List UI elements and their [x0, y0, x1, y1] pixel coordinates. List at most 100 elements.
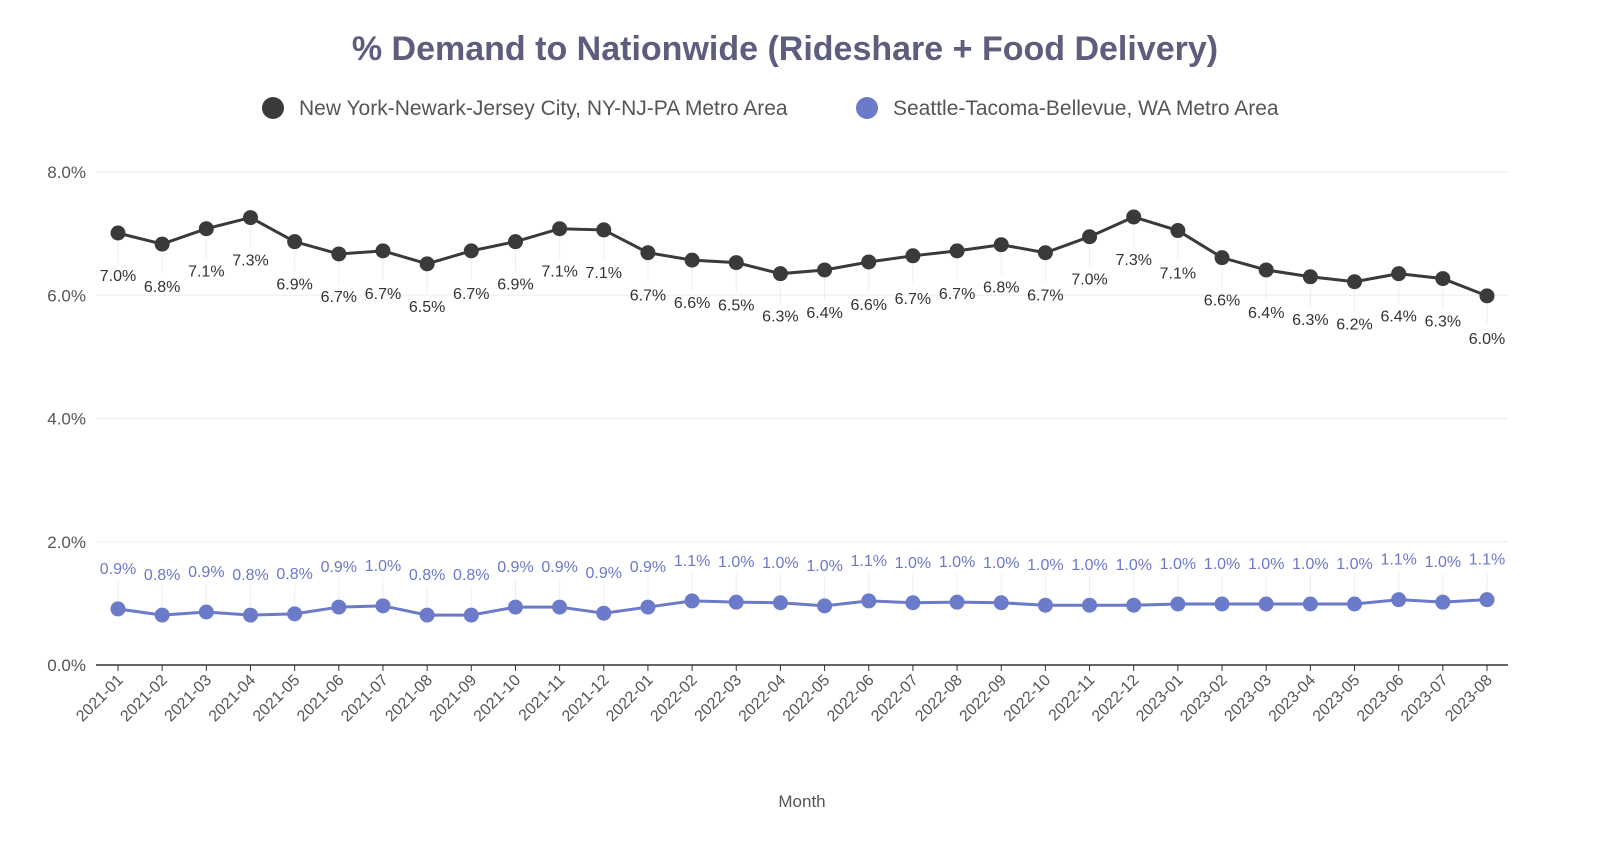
data-label: 6.5% — [718, 298, 754, 315]
data-label: 1.1% — [1469, 552, 1505, 569]
y-tick-label: 2.0% — [47, 533, 86, 552]
data-label: 6.9% — [497, 277, 533, 294]
data-label: 0.9% — [586, 565, 622, 582]
legend-item-new-york[interactable]: New York-Newark-Jersey City, NY-NJ-PA Me… — [262, 97, 788, 120]
data-label: 1.1% — [851, 553, 887, 570]
data-point[interactable] — [1082, 229, 1098, 245]
data-point[interactable] — [1302, 596, 1318, 612]
data-point[interactable] — [419, 256, 435, 272]
data-point[interactable] — [1082, 597, 1098, 613]
data-label: 0.8% — [453, 567, 489, 584]
data-point[interactable] — [1435, 271, 1451, 287]
data-label: 1.0% — [1248, 556, 1284, 573]
data-point[interactable] — [287, 606, 303, 622]
data-label: 1.0% — [1425, 554, 1461, 571]
data-point[interactable] — [375, 243, 391, 259]
data-point[interactable] — [640, 599, 656, 615]
data-point[interactable] — [596, 222, 612, 238]
x-tick-label: 2021-05 — [250, 672, 304, 726]
data-point[interactable] — [861, 593, 877, 609]
data-point[interactable] — [552, 599, 568, 615]
data-point[interactable] — [331, 599, 347, 615]
data-label: 6.3% — [762, 309, 798, 326]
data-point[interactable] — [1347, 596, 1363, 612]
data-point[interactable] — [1126, 209, 1142, 225]
data-point[interactable] — [1479, 288, 1495, 304]
legend-item-seattle[interactable]: Seattle-Tacoma-Bellevue, WA Metro Area — [856, 97, 1279, 120]
data-label: 7.0% — [100, 268, 136, 285]
data-point[interactable] — [1037, 245, 1053, 261]
legend-label-new-york: New York-Newark-Jersey City, NY-NJ-PA Me… — [299, 97, 788, 120]
data-point[interactable] — [772, 266, 788, 282]
data-point[interactable] — [507, 599, 523, 615]
data-point[interactable] — [110, 601, 126, 617]
data-point[interactable] — [640, 245, 656, 261]
legend-label-seattle: Seattle-Tacoma-Bellevue, WA Metro Area — [893, 97, 1279, 120]
data-point[interactable] — [552, 221, 568, 237]
data-point[interactable] — [331, 246, 347, 262]
data-point[interactable] — [287, 234, 303, 250]
data-point[interactable] — [110, 225, 126, 241]
x-tick-label: 2022-01 — [603, 672, 657, 726]
data-point[interactable] — [684, 252, 700, 268]
data-point[interactable] — [242, 607, 258, 623]
data-point[interactable] — [1126, 597, 1142, 613]
data-point[interactable] — [993, 237, 1009, 253]
data-label: 7.1% — [541, 264, 577, 281]
data-label: 0.8% — [144, 567, 180, 584]
x-tick-label: 2021-08 — [382, 672, 436, 726]
data-point[interactable] — [1391, 266, 1407, 282]
data-point[interactable] — [817, 262, 833, 278]
data-label: 1.0% — [718, 554, 754, 571]
data-point[interactable] — [154, 236, 170, 252]
data-label: 6.3% — [1292, 312, 1328, 329]
data-point[interactable] — [684, 593, 700, 609]
data-point[interactable] — [1347, 274, 1363, 290]
legend-marker-seattle — [856, 97, 878, 119]
data-point[interactable] — [242, 210, 258, 226]
data-point[interactable] — [419, 607, 435, 623]
data-point[interactable] — [1170, 223, 1186, 239]
data-point[interactable] — [198, 221, 214, 237]
data-point[interactable] — [1214, 596, 1230, 612]
data-label: 0.9% — [497, 559, 533, 576]
data-point[interactable] — [949, 243, 965, 259]
data-point[interactable] — [905, 595, 921, 611]
data-point[interactable] — [1258, 262, 1274, 278]
data-point[interactable] — [728, 255, 744, 271]
data-point[interactable] — [817, 598, 833, 614]
data-point[interactable] — [1214, 250, 1230, 266]
data-point[interactable] — [198, 604, 214, 620]
data-point[interactable] — [861, 254, 877, 270]
y-tick-label: 0.0% — [47, 656, 86, 675]
x-tick-label: 2021-10 — [471, 672, 525, 726]
data-point[interactable] — [1037, 597, 1053, 613]
data-point[interactable] — [507, 234, 523, 250]
x-tick-label: 2022-06 — [824, 672, 878, 726]
data-point[interactable] — [154, 607, 170, 623]
data-label: 1.0% — [895, 555, 931, 572]
data-point[interactable] — [1302, 269, 1318, 285]
data-point[interactable] — [772, 595, 788, 611]
data-point[interactable] — [596, 605, 612, 621]
data-point[interactable] — [1391, 592, 1407, 608]
data-label: 6.6% — [674, 295, 710, 312]
data-point[interactable] — [905, 248, 921, 264]
data-label: 6.8% — [983, 280, 1019, 297]
data-point[interactable] — [1435, 594, 1451, 610]
data-point[interactable] — [1170, 596, 1186, 612]
data-label: 1.0% — [1292, 556, 1328, 573]
series-line — [117, 598, 1488, 617]
data-point[interactable] — [463, 243, 479, 259]
data-point[interactable] — [993, 595, 1009, 611]
data-point[interactable] — [1479, 592, 1495, 608]
data-point[interactable] — [463, 607, 479, 623]
series-layer: 7.0% 6.8% 7.1% 7.3% 6.9% 6.7% 6.7% 6.5% 6.7% 6.9%… — [100, 209, 1505, 623]
x-tick-label: 2021-03 — [162, 672, 216, 726]
data-point[interactable] — [949, 594, 965, 610]
data-label: 6.7% — [939, 286, 975, 303]
data-point[interactable] — [1258, 596, 1274, 612]
data-point[interactable] — [728, 594, 744, 610]
x-tick-label: 2021-06 — [294, 672, 348, 726]
data-point[interactable] — [375, 598, 391, 614]
